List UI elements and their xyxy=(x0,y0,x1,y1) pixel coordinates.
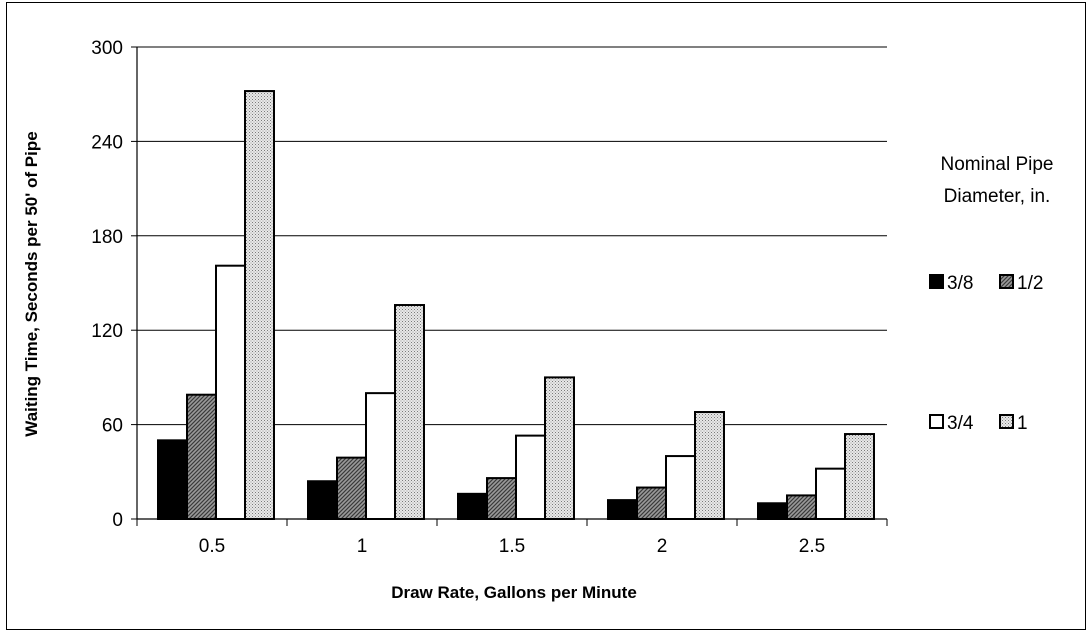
legend-label: 3/4 xyxy=(947,413,974,434)
legend-title-line-2: Diameter, in. xyxy=(944,186,1051,207)
bar-1-at-1.5 xyxy=(544,376,575,520)
legend-swatch xyxy=(929,414,944,429)
legend-swatch xyxy=(999,274,1014,289)
x-tick-label: 2.5 xyxy=(799,536,825,557)
legend: Nominal Pipe Diameter, in. 3/8 1/2 3/4 1 xyxy=(929,154,1054,434)
x-tick-label: 1 xyxy=(357,536,368,557)
bar-3-8-at-2.5 xyxy=(757,502,788,520)
bar-3-4-at-1.5 xyxy=(515,434,546,521)
y-tick-label: 60 xyxy=(102,416,123,437)
bar-1-2-at-2.5 xyxy=(786,494,817,520)
y-tick-label: 0 xyxy=(112,510,123,531)
chart-frame xyxy=(6,2,1086,630)
x-tick-label: 2 xyxy=(657,536,668,557)
y-tick-label: 240 xyxy=(91,132,123,153)
bars xyxy=(157,90,875,521)
bar-3-4-at-2.5 xyxy=(815,467,846,520)
y-axis-title: Waiting Time, Seconds per 50' of Pipe xyxy=(22,131,41,436)
bar-1-at-1 xyxy=(394,304,425,520)
bar-1-2-at-0.5 xyxy=(186,393,217,520)
legend-label: 1 xyxy=(1017,413,1028,434)
bar-1-at-0.5 xyxy=(244,90,275,520)
bar-3-8-at-1 xyxy=(307,480,338,520)
bar-1-2-at-2 xyxy=(636,486,667,520)
x-axis-title: Draw Rate, Gallons per Minute xyxy=(391,583,637,602)
bar-3-8-at-1.5 xyxy=(457,492,488,520)
x-tick-label: 1.5 xyxy=(499,536,525,557)
y-tick-label: 180 xyxy=(91,227,123,248)
x-tick-label: 0.5 xyxy=(199,536,225,557)
legend-label: 3/8 xyxy=(947,273,973,294)
bar-3-4-at-0.5 xyxy=(215,264,246,520)
bar-1-2-at-1 xyxy=(336,456,367,521)
x-tick-labels: 0.5 1 1.5 2 2.5 xyxy=(199,536,825,557)
bar-1-at-2 xyxy=(694,411,725,520)
bar-3-4-at-1 xyxy=(365,392,396,520)
bar-3-8-at-0.5 xyxy=(157,439,188,521)
y-tick-label: 120 xyxy=(91,321,123,342)
bar-1-2-at-1.5 xyxy=(486,477,517,520)
y-tick-labels: 0 60 120 180 240 300 xyxy=(91,38,123,531)
bar-1-at-2.5 xyxy=(844,433,875,521)
bar-3-4-at-2 xyxy=(665,455,696,521)
axes xyxy=(136,47,888,526)
legend-swatch xyxy=(929,274,944,289)
legend-label: 1/2 xyxy=(1017,273,1043,294)
y-tick-label: 300 xyxy=(91,38,123,59)
legend-swatch xyxy=(999,414,1014,429)
bar-3-8-at-2 xyxy=(607,499,638,520)
legend-title-line-1: Nominal Pipe xyxy=(941,154,1054,175)
